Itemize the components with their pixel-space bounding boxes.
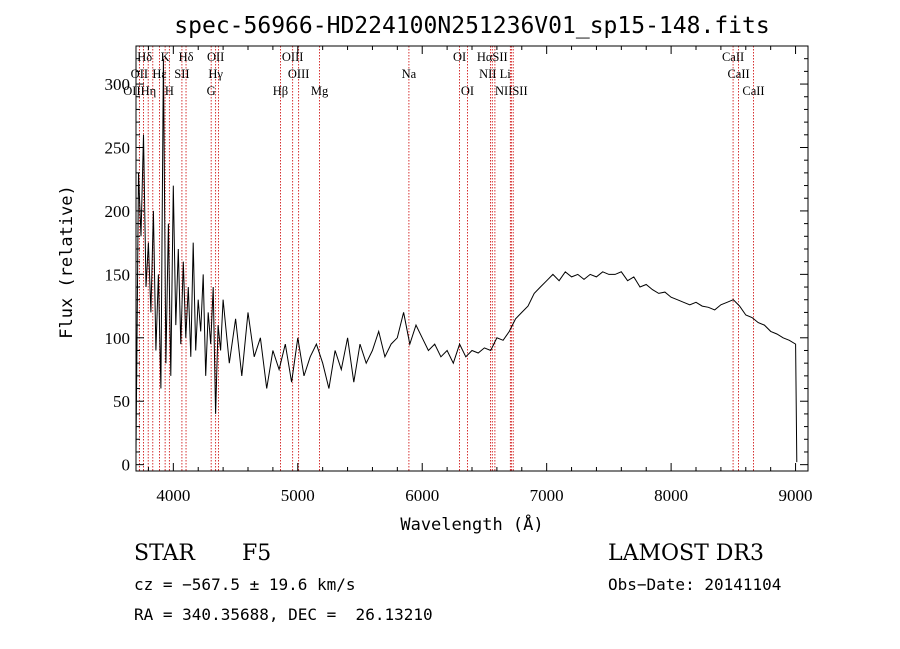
line-label: OII bbox=[131, 67, 148, 81]
line-label: NII Li bbox=[479, 67, 511, 81]
observation-date: Obs−Date: 20141104 bbox=[608, 575, 782, 594]
y-tick-label: 200 bbox=[105, 202, 131, 221]
object-type: STAR bbox=[134, 541, 195, 566]
emission-line-markers bbox=[138, 46, 754, 471]
x-axis: 4000 5000 6000 7000 8000 9000 bbox=[147, 46, 813, 505]
line-label: Mg bbox=[311, 84, 329, 98]
line-label: CaII bbox=[722, 50, 744, 64]
plot-frame bbox=[135, 45, 809, 472]
y-axis: 0 50 100 150 200 250 300 bbox=[105, 58, 808, 475]
chart-title: spec-56966-HD224100N251236V01_sp15-148.f… bbox=[174, 13, 769, 39]
x-tick-label: 8000 bbox=[654, 486, 688, 505]
line-label: Na bbox=[402, 67, 417, 81]
line-label: Hγ bbox=[208, 67, 223, 81]
line-label: HαSII bbox=[477, 50, 508, 64]
y-axis-label: Flux (relative) bbox=[57, 185, 77, 339]
coordinates: RA = 340.35688, DEC = 26.13210 bbox=[134, 605, 433, 624]
y-tick-label: 0 bbox=[122, 456, 131, 475]
line-label: NIISII bbox=[495, 84, 528, 98]
x-tick-label: 4000 bbox=[156, 486, 190, 505]
spectrum-line bbox=[135, 58, 798, 463]
line-label: Hε bbox=[152, 67, 166, 81]
emission-line-labels: Hδ K Hδ OII OIII OI HαSII CaII OII Hε SII Hγ OIII Na N… bbox=[123, 50, 764, 98]
line-label: SII bbox=[174, 67, 189, 81]
y-tick-label: 50 bbox=[113, 392, 130, 411]
line-label: OIIHη bbox=[123, 84, 156, 98]
line-label: H bbox=[165, 84, 174, 98]
line-label: Hβ bbox=[273, 84, 288, 98]
line-label: OI bbox=[461, 84, 474, 98]
x-tick-label: 7000 bbox=[530, 486, 564, 505]
y-tick-label: 250 bbox=[105, 138, 131, 157]
x-tick-label: 9000 bbox=[779, 486, 813, 505]
line-label: Hδ bbox=[137, 50, 152, 64]
line-label: G bbox=[207, 84, 216, 98]
y-tick-label: 150 bbox=[105, 265, 131, 284]
line-label: CaII bbox=[727, 67, 749, 81]
x-tick-label: 6000 bbox=[405, 486, 439, 505]
redshift-readout: cz = −567.5 ± 19.6 km/s bbox=[134, 575, 356, 594]
spectral-subclass: F5 bbox=[242, 541, 272, 566]
y-tick-label: 100 bbox=[105, 329, 131, 348]
line-label: K bbox=[161, 50, 170, 64]
x-axis-label: Wavelength (Å) bbox=[400, 513, 543, 535]
line-label: OIII bbox=[282, 50, 304, 64]
x-tick-label: 5000 bbox=[281, 486, 315, 505]
line-label: OII bbox=[207, 50, 224, 64]
y-tick-label: 300 bbox=[105, 75, 131, 94]
line-label: OIII bbox=[288, 67, 310, 81]
line-label: Hδ bbox=[179, 50, 194, 64]
survey-name: LAMOST DR3 bbox=[608, 541, 764, 566]
line-label: OI bbox=[453, 50, 466, 64]
line-label: CaII bbox=[742, 84, 764, 98]
